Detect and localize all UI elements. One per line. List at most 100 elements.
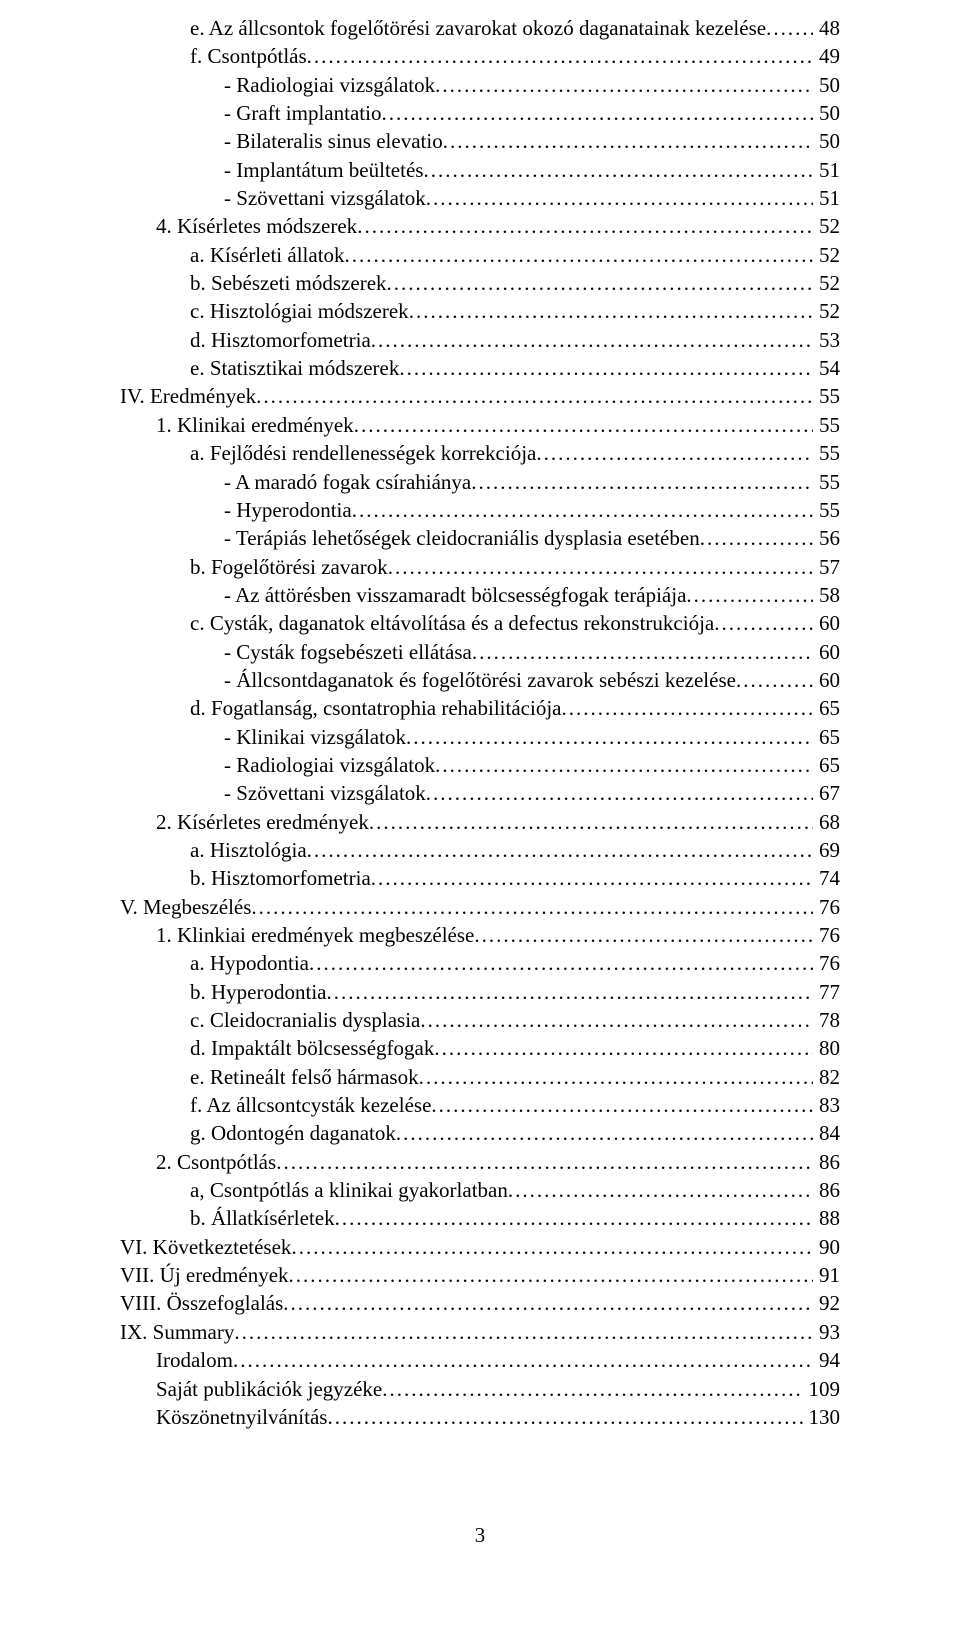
toc-entry: VI. Következtetések 90: [120, 1233, 840, 1261]
toc-entry-page: 55: [813, 382, 840, 410]
toc-leader-dots: [443, 127, 813, 155]
toc-entry-label: a, Csontpótlás a klinikai gyakorlatban: [190, 1176, 508, 1204]
toc-entry: b. Hyperodontia 77: [120, 978, 840, 1006]
toc-entry-page: 54: [813, 354, 840, 382]
toc-leader-dots: [426, 779, 813, 807]
toc-leader-dots: [434, 1034, 813, 1062]
toc-entry: e. Statisztikai módszerek 54: [120, 354, 840, 382]
toc-entry-label: - Radiologiai vizsgálatok: [224, 71, 435, 99]
toc-entry: a. Kísérleti állatok 52: [120, 241, 840, 269]
toc-entry-page: 76: [813, 921, 840, 949]
toc-entry: VIII. Összefoglalás 92: [120, 1289, 840, 1317]
toc-entry-page: 74: [813, 864, 840, 892]
toc-entry-label: - Terápiás lehetőségek cleidocraniális d…: [224, 524, 700, 552]
toc-leader-dots: [700, 524, 813, 552]
toc-entry-page: 58: [813, 581, 840, 609]
toc-entry: IV. Eredmények 55: [120, 382, 840, 410]
toc-entry-page: 65: [813, 751, 840, 779]
toc-entry: a. Hisztológia 69: [120, 836, 840, 864]
toc-entry: - A maradó fogak csírahiánya 55: [120, 468, 840, 496]
toc-entry-label: - A maradó fogak csírahiánya: [224, 468, 471, 496]
toc-entry-label: b. Hyperodontia: [190, 978, 326, 1006]
toc-entry-label: 4. Kísérletes módszerek: [156, 212, 357, 240]
toc-entry: c. Hisztológiai módszerek 52: [120, 297, 840, 325]
toc-leader-dots: [381, 99, 813, 127]
toc-entry: a. Fejlődési rendellenességek korrekciój…: [120, 439, 840, 467]
toc-entry: - Cysták fogsebészeti ellátása 60: [120, 638, 840, 666]
toc-leader-dots: [283, 1289, 813, 1317]
toc-entry-page: 69: [813, 836, 840, 864]
toc-entry-page: 109: [803, 1375, 841, 1403]
toc-leader-dots: [536, 439, 813, 467]
toc-entry: - Terápiás lehetőségek cleidocraniális d…: [120, 524, 840, 552]
toc-leader-dots: [335, 1204, 813, 1232]
toc-leader-dots: [419, 1063, 813, 1091]
toc-leader-dots: [256, 382, 813, 410]
toc-entry: d. Fogatlanság, csontatrophia rehabilitá…: [120, 694, 840, 722]
toc-entry-label: a. Hypodontia: [190, 949, 309, 977]
toc-entry-label: d. Impaktált bölcsességfogak: [190, 1034, 434, 1062]
toc-entry: Köszönetnyilvánítás 130: [120, 1403, 840, 1431]
toc-leader-dots: [387, 269, 813, 297]
toc-entry-page: 48: [813, 14, 840, 42]
toc-entry: c. Cysták, daganatok eltávolítása és a d…: [120, 609, 840, 637]
toc-entry-page: 86: [813, 1176, 840, 1204]
toc-entry-label: Saját publikációk jegyzéke: [156, 1375, 382, 1403]
toc-leader-dots: [423, 156, 813, 184]
toc-entry-label: 1. Klinkiai eredmények megbeszélése: [156, 921, 474, 949]
toc-entry: Saját publikációk jegyzéke 109: [120, 1375, 840, 1403]
toc-entry-page: 91: [813, 1261, 840, 1289]
toc-entry-label: IV. Eredmények: [120, 382, 256, 410]
toc-entry-page: 55: [813, 439, 840, 467]
toc-entry: - Klinikai vizsgálatok 65: [120, 723, 840, 751]
toc-leader-dots: [714, 609, 813, 637]
toc-leader-dots: [431, 1091, 813, 1119]
toc-leader-dots: [471, 468, 813, 496]
toc-entry-label: - Radiologiai vizsgálatok: [224, 751, 435, 779]
toc-entry-label: VIII. Összefoglalás: [120, 1289, 283, 1317]
toc-entry-label: e. Statisztikai módszerek: [190, 354, 399, 382]
toc-leader-dots: [307, 836, 813, 864]
toc-leader-dots: [352, 496, 813, 524]
toc-entry-label: - Szövettani vizsgálatok: [224, 779, 426, 807]
toc-entry-page: 52: [813, 212, 840, 240]
toc-entry: V. Megbeszélés 76: [120, 893, 840, 921]
toc-entry: b. Fogelőtörési zavarok 57: [120, 553, 840, 581]
toc-entry-page: 92: [813, 1289, 840, 1317]
toc-entry-page: 60: [813, 609, 840, 637]
toc-entry-label: - Cysták fogsebészeti ellátása: [224, 638, 472, 666]
toc-entry: c. Cleidocranialis dysplasia 78: [120, 1006, 840, 1034]
toc-leader-dots: [409, 297, 813, 325]
toc-entry-page: 57: [813, 553, 840, 581]
toc-entry-page: 80: [813, 1034, 840, 1062]
toc-entry: - Szövettani vizsgálatok 67: [120, 779, 840, 807]
toc-entry-label: - Állcsontdaganatok és fogelőtörési zava…: [224, 666, 736, 694]
toc-entry-label: - Graft implantatio: [224, 99, 381, 127]
toc-entry: IX. Summary 93: [120, 1318, 840, 1346]
toc-entry-page: 52: [813, 269, 840, 297]
toc-entry: - Implantátum beültetés 51: [120, 156, 840, 184]
toc-entry-page: 51: [813, 184, 840, 212]
toc-entry-page: 55: [813, 468, 840, 496]
toc-entry-label: - Klinikai vizsgálatok: [224, 723, 406, 751]
toc-leader-dots: [426, 184, 813, 212]
toc-entry: - Hyperodontia 55: [120, 496, 840, 524]
toc-entry-label: d. Hisztomorfometria: [190, 326, 371, 354]
toc-entry-label: Irodalom: [156, 1346, 233, 1374]
toc-entry-label: IX. Summary: [120, 1318, 234, 1346]
toc-entry: - Radiologiai vizsgálatok 50: [120, 71, 840, 99]
toc-entry: 2. Csontpótlás 86: [120, 1148, 840, 1176]
toc-leader-dots: [399, 354, 813, 382]
toc-entry-page: 50: [813, 71, 840, 99]
toc-entry-page: 50: [813, 99, 840, 127]
toc-leader-dots: [474, 921, 813, 949]
toc-entry-page: 86: [813, 1148, 840, 1176]
toc-leader-dots: [234, 1318, 813, 1346]
toc-entry: b. Sebészeti módszerek 52: [120, 269, 840, 297]
toc-leader-dots: [382, 1375, 802, 1403]
table-of-contents: e. Az állcsontok fogelőtörési zavarokat …: [120, 14, 840, 1431]
toc-entry-page: 82: [813, 1063, 840, 1091]
toc-entry-label: c. Cleidocranialis dysplasia: [190, 1006, 420, 1034]
toc-entry: - Graft implantatio 50: [120, 99, 840, 127]
toc-entry-page: 51: [813, 156, 840, 184]
